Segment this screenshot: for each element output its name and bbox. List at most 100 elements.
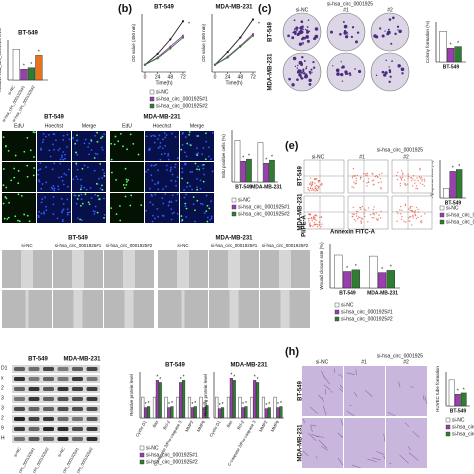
- nucleus: [87, 146, 89, 148]
- colony: [305, 35, 310, 39]
- band: [86, 407, 98, 411]
- nucleus: [68, 138, 71, 141]
- significance: *: [230, 373, 232, 379]
- point: [239, 36, 242, 39]
- x-axis-label: Time(h): [225, 80, 242, 86]
- colony: [291, 36, 295, 40]
- band: [72, 397, 83, 401]
- event: [410, 177, 412, 179]
- blot-strip: [12, 405, 100, 413]
- row-label: MDA-MB-231: [268, 53, 274, 91]
- nucleus: [157, 169, 159, 172]
- wound-gap: [228, 250, 240, 288]
- tube: [346, 372, 355, 376]
- event: [420, 222, 423, 224]
- event: [313, 224, 316, 226]
- colony: [300, 76, 303, 79]
- nucleus: [124, 195, 127, 198]
- event: [366, 175, 369, 177]
- event: [316, 215, 318, 217]
- event: [312, 215, 315, 218]
- micrograph: [344, 366, 385, 416]
- colony: [396, 25, 400, 28]
- colony: [351, 26, 355, 29]
- wound-gap: [181, 290, 185, 328]
- nucleus: [84, 193, 87, 196]
- x-tick-label: MMP9: [196, 419, 207, 433]
- event: [354, 220, 357, 222]
- nucleus: [17, 193, 20, 196]
- nucleus: [147, 168, 150, 171]
- x-tick-label: MDA-MB-231: [367, 290, 398, 296]
- bar: [369, 255, 378, 289]
- nucleus: [203, 173, 205, 176]
- event: [378, 173, 381, 176]
- significance: *: [265, 158, 267, 164]
- legend-swatch: [334, 316, 340, 322]
- colony: [296, 29, 298, 32]
- significance: *: [458, 164, 460, 170]
- bar: [276, 407, 280, 419]
- bar: [167, 407, 171, 419]
- nucleus: [211, 131, 214, 134]
- nucleus: [196, 186, 198, 189]
- event: [355, 210, 358, 212]
- nucleus: [83, 186, 86, 189]
- nucleus: [164, 144, 167, 147]
- nucleus: [74, 194, 77, 197]
- nucleus: [73, 194, 76, 196]
- band: [72, 377, 83, 381]
- nucleus: [48, 149, 51, 152]
- colony: [357, 69, 362, 74]
- event: [407, 217, 410, 219]
- tube: [367, 458, 377, 463]
- nucleus: [101, 135, 104, 138]
- tube: [389, 462, 392, 465]
- event: [359, 178, 362, 180]
- event: [371, 216, 374, 219]
- bar: [240, 160, 247, 183]
- colony: [304, 74, 308, 79]
- bar: [202, 407, 206, 419]
- legend-label: si-hsa_circ_0001925#1: [238, 204, 290, 210]
- bar: [386, 270, 395, 289]
- nucleus: [62, 158, 65, 161]
- nucleus: [192, 196, 195, 198]
- event: [316, 189, 318, 192]
- nucleus: [122, 145, 124, 148]
- event: [372, 213, 374, 215]
- point: [226, 50, 229, 54]
- bar: [267, 407, 271, 419]
- nucleus: [90, 140, 93, 143]
- x-tick-label: 48: [168, 74, 174, 80]
- blot-strip: [12, 395, 100, 403]
- nucleus: [151, 220, 154, 223]
- band: [72, 387, 83, 391]
- legend-label: si-hsa_circ_0001925#2: [146, 459, 198, 465]
- significance: *: [242, 156, 244, 162]
- bar: [456, 169, 463, 199]
- colony: [386, 32, 390, 36]
- legend-label: si-NC: [341, 302, 354, 308]
- colony: [303, 60, 306, 62]
- band: [43, 427, 54, 431]
- micrograph: [145, 162, 179, 192]
- nucleus: [58, 176, 60, 179]
- nucleus: [34, 131, 36, 134]
- column-header: Hoechst: [45, 123, 64, 129]
- colony: [401, 72, 404, 75]
- event: [359, 216, 361, 219]
- bar: [454, 394, 461, 407]
- nucleus: [83, 142, 86, 145]
- event: [397, 171, 399, 174]
- legend-label: si-hsa_circ_0001925#1: [452, 424, 474, 430]
- nucleus: [137, 153, 140, 156]
- bar: [182, 380, 186, 419]
- bar: [190, 407, 194, 419]
- event: [351, 186, 353, 188]
- nucleus: [170, 218, 173, 221]
- lane-label: si-NC: [12, 446, 21, 457]
- band: [28, 437, 40, 441]
- nucleus: [162, 188, 164, 191]
- point: [143, 63, 147, 66]
